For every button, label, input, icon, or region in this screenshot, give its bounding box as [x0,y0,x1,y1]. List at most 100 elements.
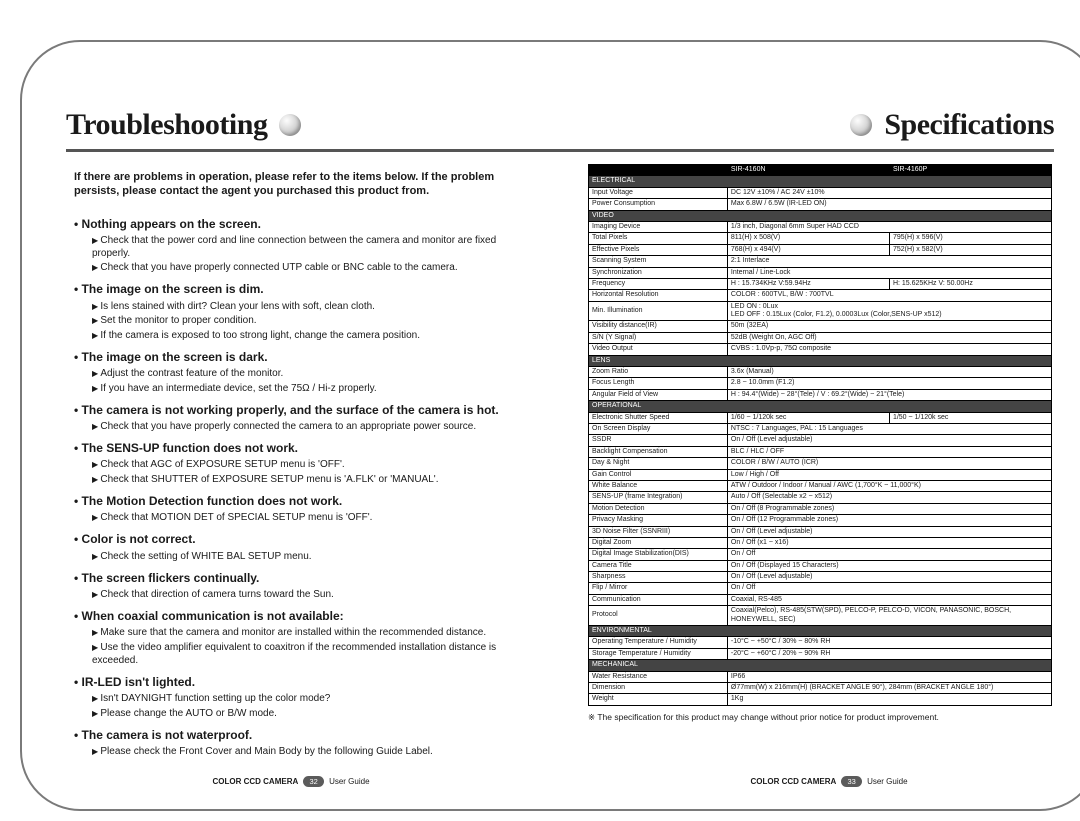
table-row: Weight1Kg [589,694,1052,705]
spec-value: 1/60 ~ 1/120k sec [727,412,889,423]
spec-key: Visibility distance(IR) [589,321,728,332]
spec-key: Motion Detection [589,503,728,514]
table-row: Horizontal ResolutionCOLOR : 600TVL, B/W… [589,290,1052,301]
spec-value: CVBS : 1.0Vp-p, 75Ω composite [727,344,1051,355]
issue-item: Nothing appears on the screen.Check that… [74,217,530,275]
spec-value: On / Off (Level adjustable) [727,572,1051,583]
spec-key: Gain Control [589,469,728,480]
issue-step: Check that MOTION DET of SPECIAL SETUP m… [92,511,530,524]
heading-left: Troubleshooting [66,108,301,142]
table-row: 3D Noise Filter (SSNRIII)On / Off (Level… [589,526,1052,537]
issues-list: Nothing appears on the screen.Check that… [74,217,530,758]
table-row: Storage Temperature / Humidity-20°C ~ +6… [589,648,1052,659]
spec-value: LED ON : 0LuxLED OFF : 0.15Lux (Color, F… [727,301,1051,321]
spec-key: S/N (Y Signal) [589,332,728,343]
spec-key: Dimension [589,682,728,693]
spec-value: ATW / Outdoor / Indoor / Manual / AWC (1… [727,480,1051,491]
table-section-row: ENVIRONMENTAL [589,626,1052,637]
table-header-cell: SIR-4160N [727,165,889,176]
spec-value: DC 12V ±10% / AC 24V ±10% [727,187,1051,198]
spec-value: 52dB (Weight On, AGC Off) [727,332,1051,343]
footer-label: COLOR CCD CAMERA [212,777,298,786]
spec-key: Sharpness [589,572,728,583]
spec-key: Power Consumption [589,199,728,210]
issue-step: If you have an intermediate device, set … [92,382,530,395]
table-row: ProtocolCoaxial(Pelco), RS-485(STW(SPD),… [589,606,1052,626]
spec-key: Electronic Shutter Speed [589,412,728,423]
spec-value: 50m (32EA) [727,321,1051,332]
spec-key: Day & Night [589,458,728,469]
table-row: Imaging Device1/3 inch, Diagonal 6mm Sup… [589,221,1052,232]
table-row: Flip / MirrorOn / Off [589,583,1052,594]
headings-bar: Troubleshooting Specifications [66,108,1054,142]
spec-key: SSDR [589,435,728,446]
issue-heading: Color is not correct. [74,532,530,547]
issue-steps: Isn't DAYNIGHT function setting up the c… [74,692,530,720]
issue-item: Color is not correct.Check the setting o… [74,532,530,562]
spec-value: On / Off [727,549,1051,560]
sphere-icon [850,114,872,136]
table-row: On Screen DisplayNTSC : 7 Languages, PAL… [589,423,1052,434]
issue-item: The camera is not waterproof. Please chec… [74,728,530,758]
issue-steps: Check that AGC of EXPOSURE SETUP menu is… [74,458,530,486]
spec-value: 811(H) x 508(V) [727,233,889,244]
issue-item: The image on the screen is dim.Is lens s… [74,282,530,341]
issue-item: The camera is not working properly, and … [74,403,530,433]
spec-key: Focus Length [589,378,728,389]
spec-key: Camera Title [589,560,728,571]
table-row: CommunicationCoaxial, RS-485 [589,594,1052,605]
issue-step: Check that you have properly connected t… [92,420,530,433]
table-row: Video OutputCVBS : 1.0Vp-p, 75Ω composit… [589,344,1052,355]
issue-heading: The camera is not waterproof. [74,728,530,743]
spec-note: ※ The specification for this product may… [588,712,1052,723]
table-row: Min. IlluminationLED ON : 0LuxLED OFF : … [589,301,1052,321]
issue-step: Please check the Front Cover and Main Bo… [92,745,530,758]
issue-step: Use the video amplifier equivalent to co… [92,641,530,667]
issue-heading: The image on the screen is dark. [74,350,530,365]
table-row: S/N (Y Signal)52dB (Weight On, AGC Off) [589,332,1052,343]
issue-steps: Check that MOTION DET of SPECIAL SETUP m… [74,511,530,524]
spec-value: 752(H) x 582(V) [889,244,1051,255]
issue-item: When coaxial communication is not availa… [74,609,530,667]
issue-heading: The camera is not working properly, and … [74,403,530,418]
spec-value: Coaxial(Pelco), RS-485(STW(SPD), PELCO-P… [727,606,1051,626]
spec-value: BLC / HLC / OFF [727,446,1051,457]
spec-value: Auto / Off (Selectable x2 ~ x512) [727,492,1051,503]
table-row: Privacy MaskingOn / Off (12 Programmable… [589,515,1052,526]
table-section-cell: OPERATIONAL [589,401,1052,412]
table-row: Visibility distance(IR)50m (32EA) [589,321,1052,332]
spec-key: White Balance [589,480,728,491]
table-row: SSDROn / Off (Level adjustable) [589,435,1052,446]
issue-steps: Please check the Front Cover and Main Bo… [74,745,530,758]
table-section-cell: MECHANICAL [589,660,1052,671]
intro-text: If there are problems in operation, plea… [74,164,530,209]
issue-step: Is lens stained with dirt? Clean your le… [92,300,530,313]
table-row: SynchronizationInternal / Line-Lock [589,267,1052,278]
spec-value: 795(H) x 596(V) [889,233,1051,244]
spec-value: Internal / Line-Lock [727,267,1051,278]
table-row: Digital ZoomOn / Off (x1 ~ x16) [589,537,1052,548]
spec-key: Weight [589,694,728,705]
title-troubleshooting: Troubleshooting [66,108,267,142]
spec-key: Effective Pixels [589,244,728,255]
specifications-column: SIR-4160NSIR-4160PELECTRICALInput Voltag… [560,164,1074,799]
spec-key: Water Resistance [589,671,728,682]
issue-item: The image on the screen is dark.Adjust t… [74,350,530,395]
spec-key: Total Pixels [589,233,728,244]
table-header-cell [589,165,728,176]
spec-value: H : 94.4°(Wide) ~ 28°(Tele) / V : 69.2°(… [727,389,1051,400]
table-row: White BalanceATW / Outdoor / Indoor / Ma… [589,480,1052,491]
issue-steps: Check that direction of camera turns tow… [74,588,530,601]
heading-right: Specifications [850,108,1054,142]
issue-steps: Make sure that the camera and monitor ar… [74,626,530,667]
table-row: Gain ControlLow / High / Off [589,469,1052,480]
footer-right: COLOR CCD CAMERA 33 User Guide [560,776,1080,787]
spec-value: IP66 [727,671,1051,682]
spec-value: -10°C ~ +50°C / 30% ~ 80% RH [727,637,1051,648]
spec-value: 1/3 inch, Diagonal 6mm Super HAD CCD [727,221,1051,232]
page-number-badge: 33 [841,776,861,787]
spec-key: Video Output [589,344,728,355]
spec-key: Min. Illumination [589,301,728,321]
table-row: SENS-UP (frame Integration)Auto / Off (S… [589,492,1052,503]
table-row: SharpnessOn / Off (Level adjustable) [589,572,1052,583]
